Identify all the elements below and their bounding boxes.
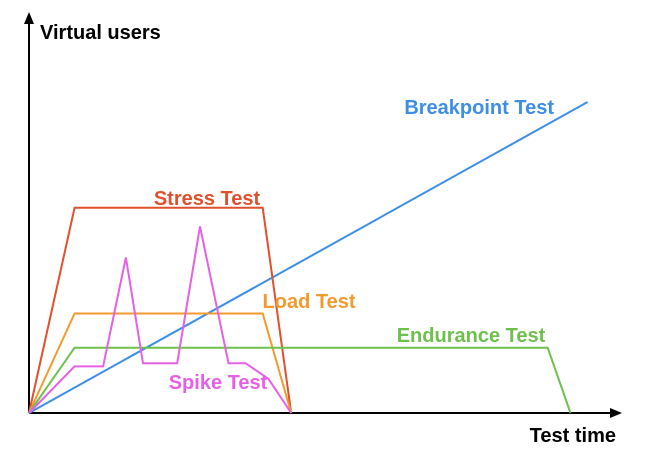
breakpoint-test-line: [28, 101, 589, 414]
series-layer: [28, 101, 589, 414]
series-labels: Breakpoint Test Stress Test Load Test Endur…: [154, 97, 555, 394]
load-test-line: [28, 312, 293, 414]
stress-test-label: Stress Test: [154, 188, 261, 210]
x-axis-arrow-icon: [610, 408, 622, 418]
spike-test-label: Spike Test: [169, 372, 268, 394]
y-axis-arrow-icon: [24, 12, 34, 24]
endurance-test-line: [28, 346, 572, 414]
y-axis-label: Virtual users: [40, 22, 161, 44]
endurance-test-label: Endurance Test: [397, 325, 546, 347]
spike-test-line: [28, 226, 293, 414]
load-test-label: Load Test: [263, 291, 356, 313]
breakpoint-test-label: Breakpoint Test: [404, 97, 554, 119]
stress-test-line: [28, 206, 293, 414]
x-axis-label: Test time: [530, 425, 616, 447]
axes: Virtual users Test time: [24, 12, 622, 447]
